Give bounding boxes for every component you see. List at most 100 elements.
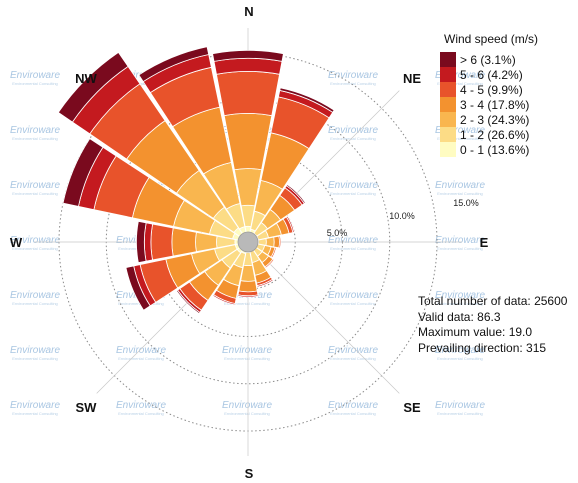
wedge-wnw-bin6 [62,138,104,207]
legend-label: 4 - 5 (9.9%) [460,82,523,97]
watermark-brand: Enviroware [435,345,485,356]
wedge-ene-bin5 [285,215,295,234]
watermark-sub: Environmental Consulting [118,411,164,416]
watermark-sub: Environmental Consulting [118,81,164,86]
compass-label-w: W [10,235,23,250]
legend-swatch [440,112,456,127]
wind-rose-wedges [57,46,335,315]
watermark-brand: Enviroware [435,400,485,411]
watermark-sub: Environmental Consulting [12,411,58,416]
wedge-e-bin4 [278,235,282,249]
legend-title: Wind speed (m/s) [444,32,539,46]
watermark-brand: Enviroware [328,235,378,246]
legend-item: 3 - 4 (17.8%) [440,97,538,112]
watermark-sub: Environmental Consulting [12,81,58,86]
ring-label: 10.0% [389,211,415,221]
watermark-brand: Enviroware [10,345,60,356]
wedge-n-bin6 [212,50,284,62]
grid-spoke [247,241,400,394]
compass-label-n: N [244,4,253,19]
legend-item: 2 - 3 (24.3%) [440,112,538,127]
stats-panel: Total number of data: 25600 Valid data: … [418,294,567,356]
compass-label-sw: SW [76,400,98,415]
legend-item: 1 - 2 (26.6%) [440,127,538,142]
calm-center [237,231,259,253]
ring-label: 5.0% [327,228,348,238]
speed-legend: Wind speed (m/s) > 6 (3.1%) 5 - 6 (4.2%) 4… [440,32,538,157]
watermark-sub: Environmental Consulting [12,191,58,196]
compass-label-e: E [480,235,489,250]
legend-swatch [440,127,456,142]
wedge-s-bin3 [238,280,258,293]
legend-swatch [440,142,456,157]
legend-items: > 6 (3.1%) 5 - 6 (4.2%) 4 - 5 (9.9%) 3 - 4 … [440,52,538,157]
watermark-brand: Enviroware [328,125,378,136]
stat-total: Total number of data: 25600 [418,294,568,308]
wedge-sw-bin6 [175,289,201,315]
watermark-brand: Enviroware [435,70,485,81]
wedge-w-bin3 [171,227,197,257]
wedge-w-bin4 [150,223,174,261]
legend-label: 2 - 3 (24.3%) [460,112,530,127]
wedge-se-bin4 [264,258,275,269]
legend-label: 5 - 6 (4.2%) [460,67,523,82]
legend-item: 5 - 6 (4.2%) [440,67,538,82]
watermark-brand: Enviroware [328,290,378,301]
watermark-brand: Enviroware [435,235,485,246]
watermark-brand: Enviroware [222,345,272,356]
wedge-ssw-bin5 [212,294,236,306]
watermark-brand: Enviroware [328,70,378,81]
watermark-brand: Enviroware [328,400,378,411]
legend-label: 1 - 2 (26.6%) [460,127,530,142]
watermark-sub: Environmental Consulting [330,301,376,306]
watermark-sub: Environmental Consulting [437,136,483,141]
watermark-brand: Enviroware [435,290,485,301]
wedge-e-bin2 [265,236,275,248]
stat-max: Maximum value: 19.0 [418,325,533,339]
stat-prevailing: Prevailing direction: 315 [418,340,547,355]
watermark-sub: Environmental Consulting [437,411,483,416]
watermark-sub: Environmental Consulting [224,356,270,361]
watermark-brand: Enviroware [10,125,60,136]
watermark-sub: Environmental Consulting [224,301,270,306]
watermark-sub: Environmental Consulting [437,81,483,86]
legend-item: 4 - 5 (9.9%) [440,82,538,97]
compass-label-s: S [245,466,254,481]
watermark-sub: Environmental Consulting [224,411,270,416]
watermark-brand: Enviroware [328,345,378,356]
watermark-sub: Environmental Consulting [437,301,483,306]
watermark-sub: Environmental Consulting [330,246,376,251]
watermark-brand: Enviroware [222,400,272,411]
legend-swatch [440,67,456,82]
legend-swatch [440,97,456,112]
watermark-brand: Enviroware [10,180,60,191]
watermark-sub: Environmental Consulting [330,191,376,196]
watermark-sub: Environmental Consulting [12,356,58,361]
watermark-sub: Environmental Consulting [437,191,483,196]
wedge-e-bin3 [273,235,280,249]
watermark-brand: Enviroware [328,180,378,191]
stat-valid: Valid data: 86.3 [418,309,501,324]
legend-label: 0 - 1 (13.6%) [460,142,530,157]
wedge-ne-bin6 [285,184,306,205]
watermark-brand: Enviroware [10,70,60,81]
legend-item: > 6 (3.1%) [440,52,538,67]
watermark-sub: Environmental Consulting [437,246,483,251]
compass-label-nw: NW [75,71,97,86]
compass-labels: N NE E SE S SW W NW 5.0% 10.0% 15.0% [10,4,489,481]
wedge-nnw-bin6 [138,46,210,83]
legend-swatch [440,52,456,67]
legend-label: 3 - 4 (17.8%) [460,97,530,112]
wedge-nne-bin6 [279,87,335,113]
watermark-sub: Environmental Consulting [12,246,58,251]
watermark-brand: Enviroware [435,125,485,136]
compass-label-se: SE [403,400,421,415]
watermark-brand: Enviroware [10,235,60,246]
wedge-w-bin6 [136,220,147,264]
legend-label: > 6 (3.1%) [460,52,516,67]
wedge-sse-bin5 [256,278,274,288]
wedge-n-bin4 [215,70,281,117]
watermark-brand: Enviroware [10,400,60,411]
ring-label: 15.0% [453,198,479,208]
